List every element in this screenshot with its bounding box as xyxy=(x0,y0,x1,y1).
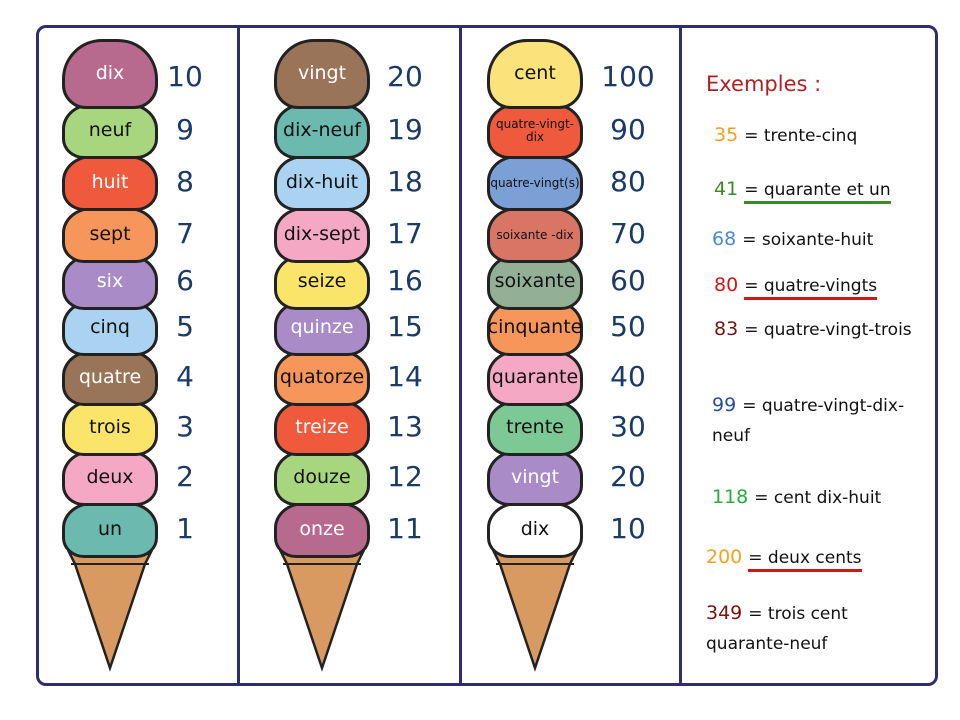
number-label: 40 xyxy=(610,360,646,393)
example-text: = quatre-vingt-trois xyxy=(744,320,912,340)
ice-cream-scoop: un xyxy=(62,502,158,558)
number-label: 30 xyxy=(610,410,646,443)
ice-cream-scoop: dix xyxy=(487,502,583,558)
ice-cream-scoop: soixante -dix xyxy=(487,207,583,263)
example-text: = trente-cinq xyxy=(744,126,858,146)
example-text: = cent dix-huit xyxy=(754,488,882,508)
ice-cream-scoop: quatre-vingt(s) xyxy=(487,155,583,211)
example-number: 118 xyxy=(712,486,749,508)
ice-cream-scoop: dix-huit xyxy=(274,155,370,211)
number-label: 70 xyxy=(610,217,646,250)
example-number: 200 xyxy=(706,546,743,568)
cone-icon xyxy=(66,550,154,672)
number-label: 3 xyxy=(176,410,194,443)
number-label: 90 xyxy=(610,113,646,146)
ice-cream-scoop: vingt xyxy=(274,39,370,109)
example-item: 35 = trente-cinq xyxy=(714,120,924,151)
number-label: 60 xyxy=(610,264,646,297)
example-item: 83 = quatre-vingt-trois xyxy=(714,314,924,345)
number-label: 9 xyxy=(176,113,194,146)
example-number: 99 xyxy=(712,394,737,416)
example-item: 68 = soixante-huit xyxy=(712,224,922,255)
ice-cream-scoop: quatre-vingt-dix xyxy=(487,103,583,159)
ice-cream-scoop: deux xyxy=(62,450,158,506)
ice-cream-scoop: vingt xyxy=(487,450,583,506)
number-label: 15 xyxy=(387,310,423,343)
ice-cream-scoop: trente xyxy=(487,400,583,456)
number-label: 100 xyxy=(601,60,655,93)
example-item: 80 = quatre-vingts xyxy=(714,270,924,301)
column-divider xyxy=(459,25,462,686)
example-item: 99 = quatre-vingt-dix-neuf xyxy=(712,390,922,451)
example-text: = trois cent quarante-neuf xyxy=(706,604,848,654)
example-text: = quatre-vingts xyxy=(744,276,878,300)
example-number: 349 xyxy=(706,602,743,624)
example-item: 200 = deux cents xyxy=(706,542,916,573)
chart-frame xyxy=(36,25,938,686)
example-text: = quatre-vingt-dix-neuf xyxy=(712,396,905,446)
example-number: 41 xyxy=(714,178,739,200)
ice-cream-scoop: dix xyxy=(62,39,158,109)
ice-cream-scoop: douze xyxy=(274,450,370,506)
cone-icon xyxy=(491,550,579,672)
number-label: 13 xyxy=(387,410,423,443)
number-label: 8 xyxy=(176,165,194,198)
example-item: 118 = cent dix-huit xyxy=(712,482,922,513)
number-label: 18 xyxy=(387,165,423,198)
number-label: 10 xyxy=(610,512,646,545)
number-label: 2 xyxy=(176,460,194,493)
ice-cream-scoop: neuf xyxy=(62,103,158,159)
number-label: 20 xyxy=(610,460,646,493)
number-label: 50 xyxy=(610,310,646,343)
number-label: 4 xyxy=(176,360,194,393)
ice-cream-scoop: cent xyxy=(487,39,583,109)
number-label: 12 xyxy=(387,460,423,493)
number-label: 11 xyxy=(387,512,423,545)
column-divider xyxy=(679,25,682,686)
number-label: 17 xyxy=(387,217,423,250)
example-number: 80 xyxy=(714,274,739,296)
example-text: = quarante et un xyxy=(744,180,891,204)
number-label: 6 xyxy=(176,264,194,297)
example-number: 35 xyxy=(714,124,739,146)
ice-cream-scoop: huit xyxy=(62,155,158,211)
example-text: = deux cents xyxy=(748,548,862,572)
number-label: 16 xyxy=(387,264,423,297)
ice-cream-scoop: trois xyxy=(62,400,158,456)
number-label: 5 xyxy=(176,310,194,343)
number-label: 80 xyxy=(610,165,646,198)
ice-cream-scoop: quarante xyxy=(487,350,583,406)
example-item: 349 = trois cent quarante-neuf xyxy=(706,598,916,659)
number-label: 20 xyxy=(387,60,423,93)
number-label: 1 xyxy=(176,512,194,545)
example-item: 41 = quarante et un xyxy=(714,174,924,205)
ice-cream-scoop: sept xyxy=(62,207,158,263)
ice-cream-scoop: treize xyxy=(274,400,370,456)
cone-icon xyxy=(278,550,366,672)
example-text: = soixante-huit xyxy=(742,230,874,250)
ice-cream-scoop: dix-neuf xyxy=(274,103,370,159)
number-label: 7 xyxy=(176,217,194,250)
column-divider xyxy=(237,25,240,686)
examples-title: Exemples : xyxy=(706,72,822,96)
example-number: 83 xyxy=(714,318,739,340)
number-label: 14 xyxy=(387,360,423,393)
ice-cream-scoop: onze xyxy=(274,502,370,558)
ice-cream-scoop: quatre xyxy=(62,350,158,406)
ice-cream-scoop: quatorze xyxy=(274,350,370,406)
number-label: 19 xyxy=(387,113,423,146)
number-label: 10 xyxy=(167,60,203,93)
ice-cream-scoop: dix-sept xyxy=(274,207,370,263)
example-number: 68 xyxy=(712,228,737,250)
